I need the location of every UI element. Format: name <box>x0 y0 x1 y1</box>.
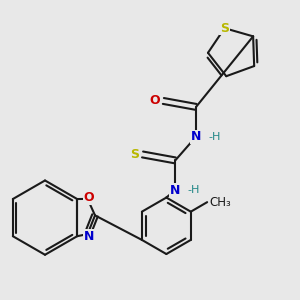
Text: CH₃: CH₃ <box>209 196 231 209</box>
Text: N: N <box>84 230 94 243</box>
Text: N: N <box>191 130 201 143</box>
Text: S: S <box>130 148 139 161</box>
Text: S: S <box>220 22 229 35</box>
Text: -H: -H <box>188 185 200 195</box>
Text: -H: -H <box>208 132 221 142</box>
Text: N: N <box>170 184 181 196</box>
Text: O: O <box>84 191 94 204</box>
Text: O: O <box>149 94 160 107</box>
